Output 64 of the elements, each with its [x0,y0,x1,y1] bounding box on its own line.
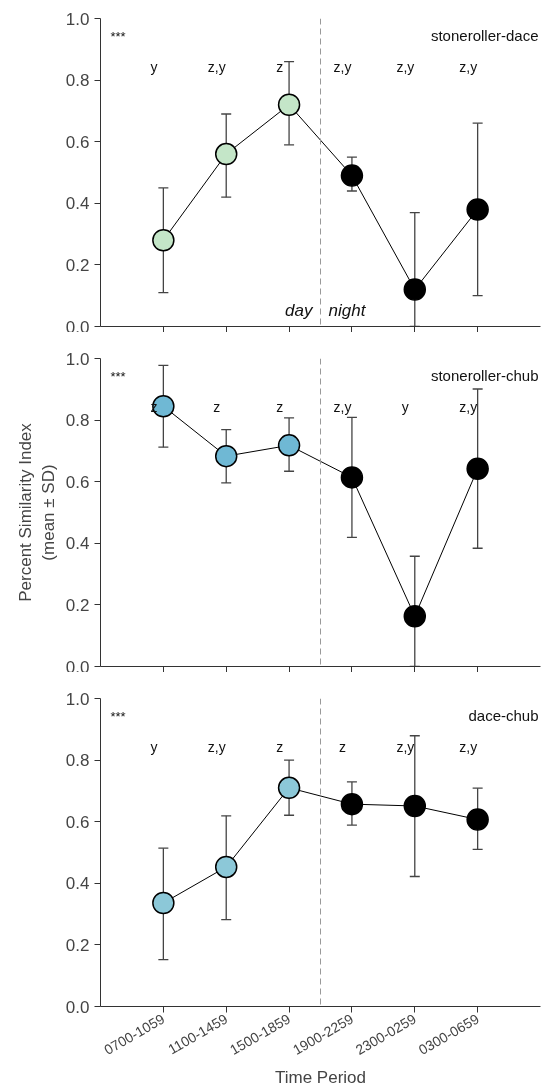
y-tick-label: 1.0 [65,9,90,29]
annotation: z,y [396,738,415,755]
point [277,776,301,800]
y-tick-label: 0.4 [65,534,90,554]
y-tick-label: 0.8 [65,71,90,91]
point [466,808,489,831]
y-axis-title: Percent Similarity Index (mean ± SD) [16,422,58,602]
text: dace-chub [468,706,539,724]
y-tick-label: 0.6 [65,132,90,152]
annotation: z,y [396,58,415,75]
annotation: z,y [207,738,226,755]
y-tick-label: 0.8 [65,751,90,771]
y-tick-label: 0.2 [65,935,90,955]
annotation: z,y [333,58,352,75]
annotation: z [276,398,284,415]
annotation: z,y [459,398,478,415]
annotation: *** [110,28,126,44]
point [277,434,301,457]
point [214,855,238,879]
point [466,198,489,221]
annotation: *** [110,368,126,384]
point [214,444,238,468]
point [152,229,175,252]
annotation: y [150,738,158,755]
annotation: z,y [459,738,478,755]
x-axis-title: Time Period [275,1067,367,1087]
point [340,792,364,816]
y-tick-label: 0.0 [65,657,90,677]
annotation: z [339,738,346,755]
annotation: z,y [333,398,352,415]
point [403,605,427,628]
y-tick-label: 0.0 [65,317,90,337]
y-tick-label: 0.4 [65,874,90,894]
point [340,164,364,187]
point [466,457,489,480]
y-tick-label: 0.6 [65,472,90,492]
text: stoneroller-chub [430,366,539,384]
annotation: y [401,398,409,415]
text: stoneroller-dace [430,26,539,44]
y-tick-label: 0.4 [65,194,90,214]
annotation: z [213,398,221,415]
annotation: z [276,58,284,75]
y-tick-label: 1.0 [65,689,90,709]
y-tick-label: 0.2 [65,255,90,275]
point [403,794,427,818]
annotation: z [276,738,284,755]
annotation: night [328,301,367,320]
y-tick-label: 0.0 [65,997,90,1017]
point [403,278,427,301]
y-tick-label: 0.2 [65,595,90,615]
y-tick-label: 0.6 [65,812,90,832]
point [340,466,364,489]
annotation: z [150,398,158,415]
y-tick-label: 0.8 [65,411,90,431]
point [152,395,175,418]
annotation: y [150,58,158,75]
annotation: *** [110,708,126,724]
point [152,891,175,915]
annotation: day [285,301,314,320]
y-tick-label: 1.0 [65,349,90,369]
point [214,142,238,166]
point [277,93,301,116]
annotation: z,y [207,58,226,75]
annotation: z,y [459,58,478,75]
